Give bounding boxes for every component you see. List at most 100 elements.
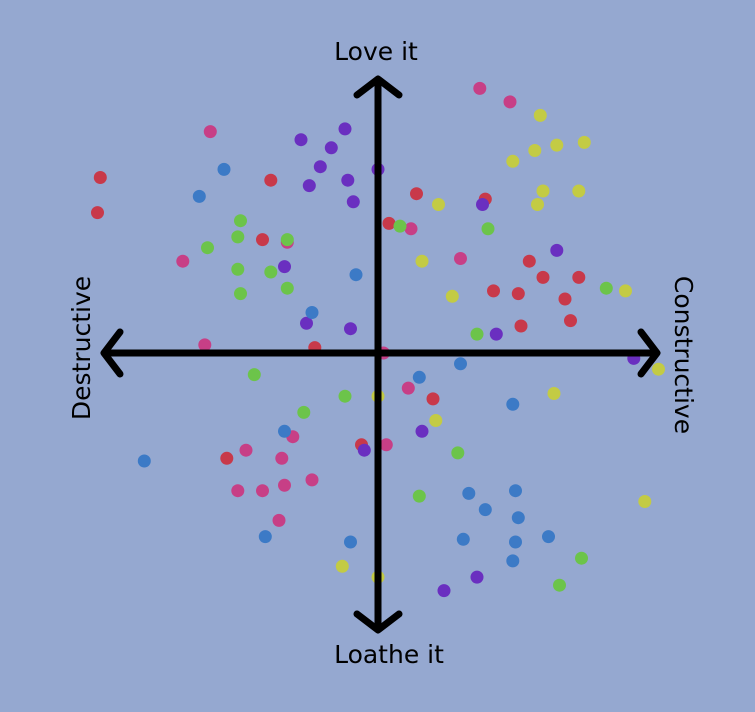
data-point [264,265,278,279]
data-point [481,222,495,236]
data-point [379,438,393,452]
data-point [344,535,357,549]
data-point [231,230,245,244]
data-point [300,316,313,330]
axes [100,75,661,634]
data-point [201,241,214,255]
data-point [275,451,289,465]
data-point [599,281,613,295]
data-point [506,154,520,168]
data-point [511,511,525,525]
data-point [426,392,440,406]
axis-label-bottom: Loathe it [334,640,444,669]
data-point [341,173,355,187]
data-point [553,578,566,592]
data-point [445,289,459,303]
data-point [280,233,294,247]
data-point [470,570,484,584]
data-point [91,206,104,220]
data-point [393,219,407,233]
axis-label-top: Love it [334,37,418,66]
data-point [454,252,467,265]
data-point [412,489,426,503]
data-point [536,270,550,284]
data-point [137,454,151,468]
data-point [231,262,245,276]
data-point [619,284,632,298]
data-point [456,532,470,546]
data-point [256,484,269,498]
data-point [231,484,245,498]
data-point [558,292,572,306]
arrow-right-icon [637,328,661,378]
data-point [506,397,520,411]
data-point [335,559,349,573]
data-point [470,327,484,341]
data-point [522,254,536,268]
data-point [349,268,363,282]
data-point [509,535,522,549]
data-point [176,254,190,268]
data-point [305,306,319,319]
data-point [338,122,352,136]
data-point [415,254,429,268]
data-point [192,189,206,203]
data-point [278,478,291,492]
data-point [305,473,319,487]
data-point [577,135,591,149]
data-point [220,451,234,465]
data-point [294,133,308,147]
data-point [478,503,492,517]
data-point [528,144,542,157]
data-point [511,287,525,301]
data-point [536,184,550,198]
data-point [324,141,338,155]
data-point [415,424,429,438]
data-point [203,125,217,139]
data-point [217,162,231,176]
data-point [234,287,247,301]
data-point [432,198,445,211]
arrow-down-icon [353,610,403,634]
arrow-up-icon [353,75,403,99]
data-point [278,260,291,274]
data-point [487,284,500,298]
data-point [572,184,586,198]
data-point [338,389,352,403]
data-point [638,495,652,508]
data-point [404,222,418,236]
data-point [357,443,371,457]
data-point [531,198,544,211]
data-point [346,195,360,209]
data-point [264,173,278,187]
data-point [412,370,426,384]
data-point [652,362,665,376]
data-point [550,243,564,257]
data-point [454,357,467,371]
data-point [410,187,423,201]
axis-label-left: Destructive [67,276,96,420]
data-point [247,368,261,382]
data-point [489,327,503,341]
data-point [514,319,528,333]
data-point [506,554,520,568]
data-point [509,484,522,498]
data-point [256,233,269,247]
data-point [198,338,212,352]
data-point [437,584,451,598]
data-point [297,405,311,419]
data-point [429,414,443,427]
data-point [382,216,396,230]
data-point [280,281,294,295]
data-point [542,530,555,544]
data-point [476,198,489,211]
data-point [533,108,547,122]
data-point [451,446,465,460]
data-point [503,95,517,109]
data-point [302,179,316,193]
data-point [258,530,272,544]
data-point [547,387,561,400]
data-point [572,270,586,284]
data-point [473,81,487,95]
data-point [344,322,357,336]
